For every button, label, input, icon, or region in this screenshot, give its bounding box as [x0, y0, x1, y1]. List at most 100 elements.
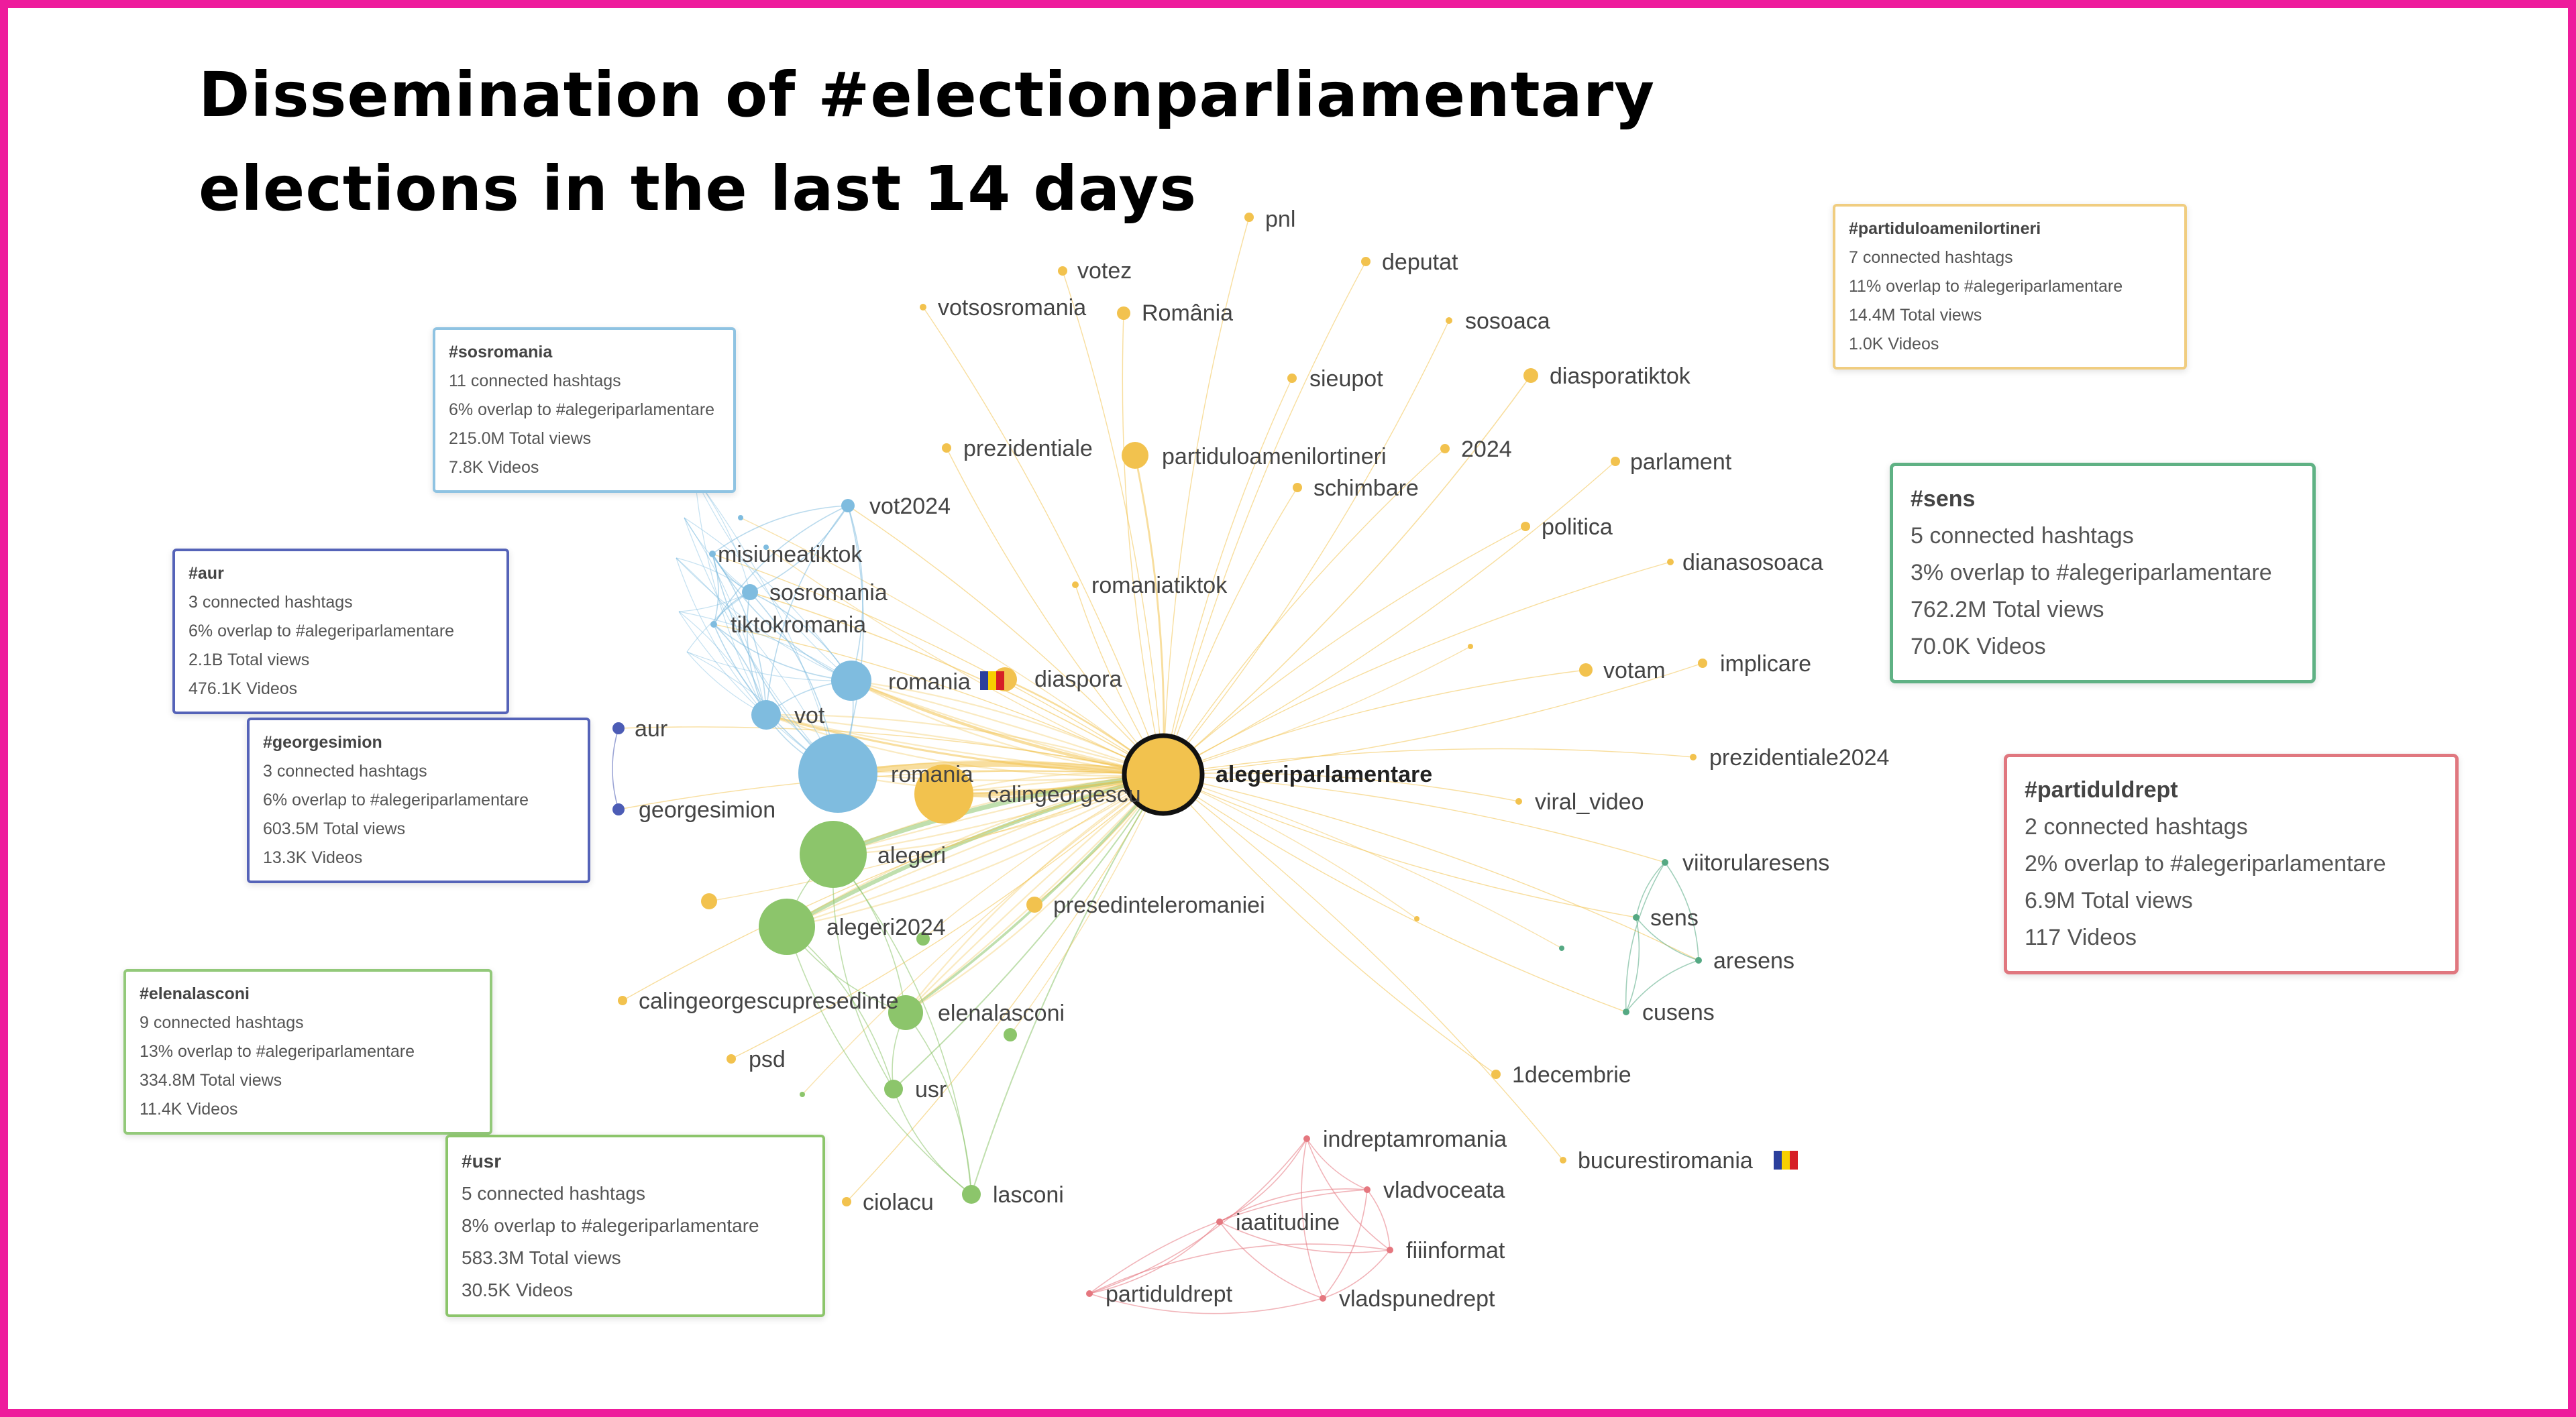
- edge: [1089, 1138, 1307, 1294]
- node-aur: [612, 722, 625, 734]
- edge: [1219, 1221, 1324, 1299]
- node-partiduloamenilortineri: [1122, 442, 1148, 469]
- label-partiduldrept: partiduldrept: [1106, 1282, 1233, 1307]
- node-calingeorgescupresedinte: [618, 996, 627, 1005]
- edge: [837, 761, 1164, 778]
- label-iaatitudine: iaatitudine: [1236, 1210, 1340, 1235]
- edge: [1163, 774, 1637, 918]
- edge: [746, 591, 767, 716]
- edge: [946, 447, 1164, 775]
- node-schimbare: [1293, 483, 1302, 492]
- graph-dot: [701, 893, 717, 909]
- edge: [686, 591, 751, 653]
- edge: [1089, 1189, 1368, 1294]
- edge: [1163, 320, 1450, 775]
- card-overlap: 6% overlap to #alegeriparlamentare: [189, 622, 455, 640]
- card-views: 583.3M Total views: [462, 1247, 621, 1268]
- edge: [684, 517, 751, 593]
- flag-stripe: [1782, 1151, 1790, 1170]
- edge: [847, 505, 1164, 775]
- edge: [1089, 1293, 1324, 1314]
- card-connected: 9 connected hashtags: [140, 1013, 304, 1032]
- edge: [1625, 862, 1666, 1013]
- node-sosoaca: [1446, 317, 1452, 324]
- edge: [837, 770, 1164, 776]
- node-politica: [1521, 522, 1530, 531]
- node-presedinteleromaniei: [1026, 897, 1042, 913]
- graph-dot: [1004, 1028, 1017, 1041]
- label-calingeorgescu: calingeorgescu: [987, 782, 1141, 807]
- card-views: 334.8M Total views: [140, 1071, 282, 1090]
- label-schimbare: schimbare: [1313, 475, 1419, 501]
- flag-stripe: [988, 671, 996, 690]
- edge: [1163, 669, 1587, 775]
- label-y1decembrie: 1decembrie: [1512, 1062, 1631, 1088]
- card-overlap: 8% overlap to #alegeriparlamentare: [462, 1215, 759, 1236]
- label-viral_video: viral_video: [1535, 789, 1644, 815]
- edge: [765, 714, 1164, 776]
- info-card-elenalasconi: #elenalasconi 9 connected hashtags 13% o…: [123, 969, 492, 1135]
- label-alegeriparlamentare: alegeriparlamentare: [1216, 762, 1432, 787]
- edge: [1306, 1138, 1391, 1251]
- card-views: 762.2M Total views: [1911, 597, 2104, 622]
- edge: [905, 1012, 972, 1195]
- card-videos: 30.5K Videos: [462, 1280, 574, 1300]
- card-title: #partiduloamenilortineri: [1849, 219, 2041, 238]
- label-partiduloamenilortineri: partiduloamenilortineri: [1162, 444, 1387, 469]
- node-romaniatiktok: [1072, 581, 1079, 588]
- edge: [678, 611, 767, 716]
- node-romania_flag: [831, 661, 871, 701]
- edge: [1163, 461, 1616, 775]
- label-viitorularesens: viitorularesens: [1682, 850, 1829, 876]
- card-overlap: 6% overlap to #alegeriparlamentare: [263, 791, 529, 809]
- label-usr: usr: [915, 1077, 947, 1102]
- edge: [786, 926, 972, 1195]
- label-politica: politica: [1542, 514, 1613, 540]
- node-partiduldrept: [1086, 1290, 1093, 1297]
- edge: [676, 557, 767, 716]
- edge: [618, 726, 1164, 775]
- node-fiiinformat: [1387, 1247, 1393, 1253]
- edge: [1366, 1189, 1391, 1251]
- card-connected: 7 connected hashtags: [1849, 248, 2013, 267]
- edge: [740, 517, 1164, 775]
- edge: [802, 774, 1164, 1095]
- node-votam: [1579, 663, 1593, 677]
- edge: [832, 854, 894, 1090]
- edge: [765, 714, 1164, 776]
- label-alegeri2024: alegeri2024: [826, 915, 946, 940]
- edge: [1301, 1138, 1324, 1299]
- edge: [1163, 561, 1671, 775]
- edge: [765, 505, 849, 716]
- node-y2024: [1440, 444, 1450, 453]
- label-diaspora: diaspora: [1034, 667, 1122, 692]
- label-romania: romania: [891, 762, 973, 787]
- node-vladspunedrept: [1320, 1295, 1326, 1302]
- edge: [1306, 1138, 1368, 1190]
- node-iaatitudine: [1216, 1218, 1223, 1225]
- label-y2024: 2024: [1461, 437, 1512, 462]
- edge: [765, 714, 1164, 776]
- card-videos: 1.0K Videos: [1849, 335, 1939, 353]
- edge: [1163, 663, 1703, 775]
- node-romania_diacritic: [1117, 306, 1130, 320]
- label-tiktokromania: tiktokromania: [731, 612, 866, 638]
- label-aur: aur: [635, 716, 667, 742]
- label-prezidentiale2024: prezidentiale2024: [1709, 745, 1889, 771]
- edge: [1635, 917, 1699, 961]
- card-title: #georgesimion: [263, 733, 382, 752]
- label-deputat: deputat: [1382, 249, 1458, 275]
- label-bucurestiromania: bucurestiromania: [1578, 1148, 1753, 1174]
- label-sosromania: sosromania: [769, 580, 888, 606]
- label-parlament: parlament: [1630, 449, 1732, 475]
- card-overlap: 13% overlap to #alegeriparlamentare: [140, 1042, 415, 1061]
- edge: [1322, 1249, 1391, 1299]
- node-vot2024: [841, 499, 855, 512]
- label-romania_diacritic: România: [1142, 300, 1233, 326]
- node-votsosromania: [920, 304, 926, 310]
- edge: [1322, 1189, 1368, 1299]
- label-pnl: pnl: [1265, 207, 1295, 232]
- label-ciolacu: ciolacu: [863, 1190, 934, 1215]
- edge: [1089, 1221, 1220, 1294]
